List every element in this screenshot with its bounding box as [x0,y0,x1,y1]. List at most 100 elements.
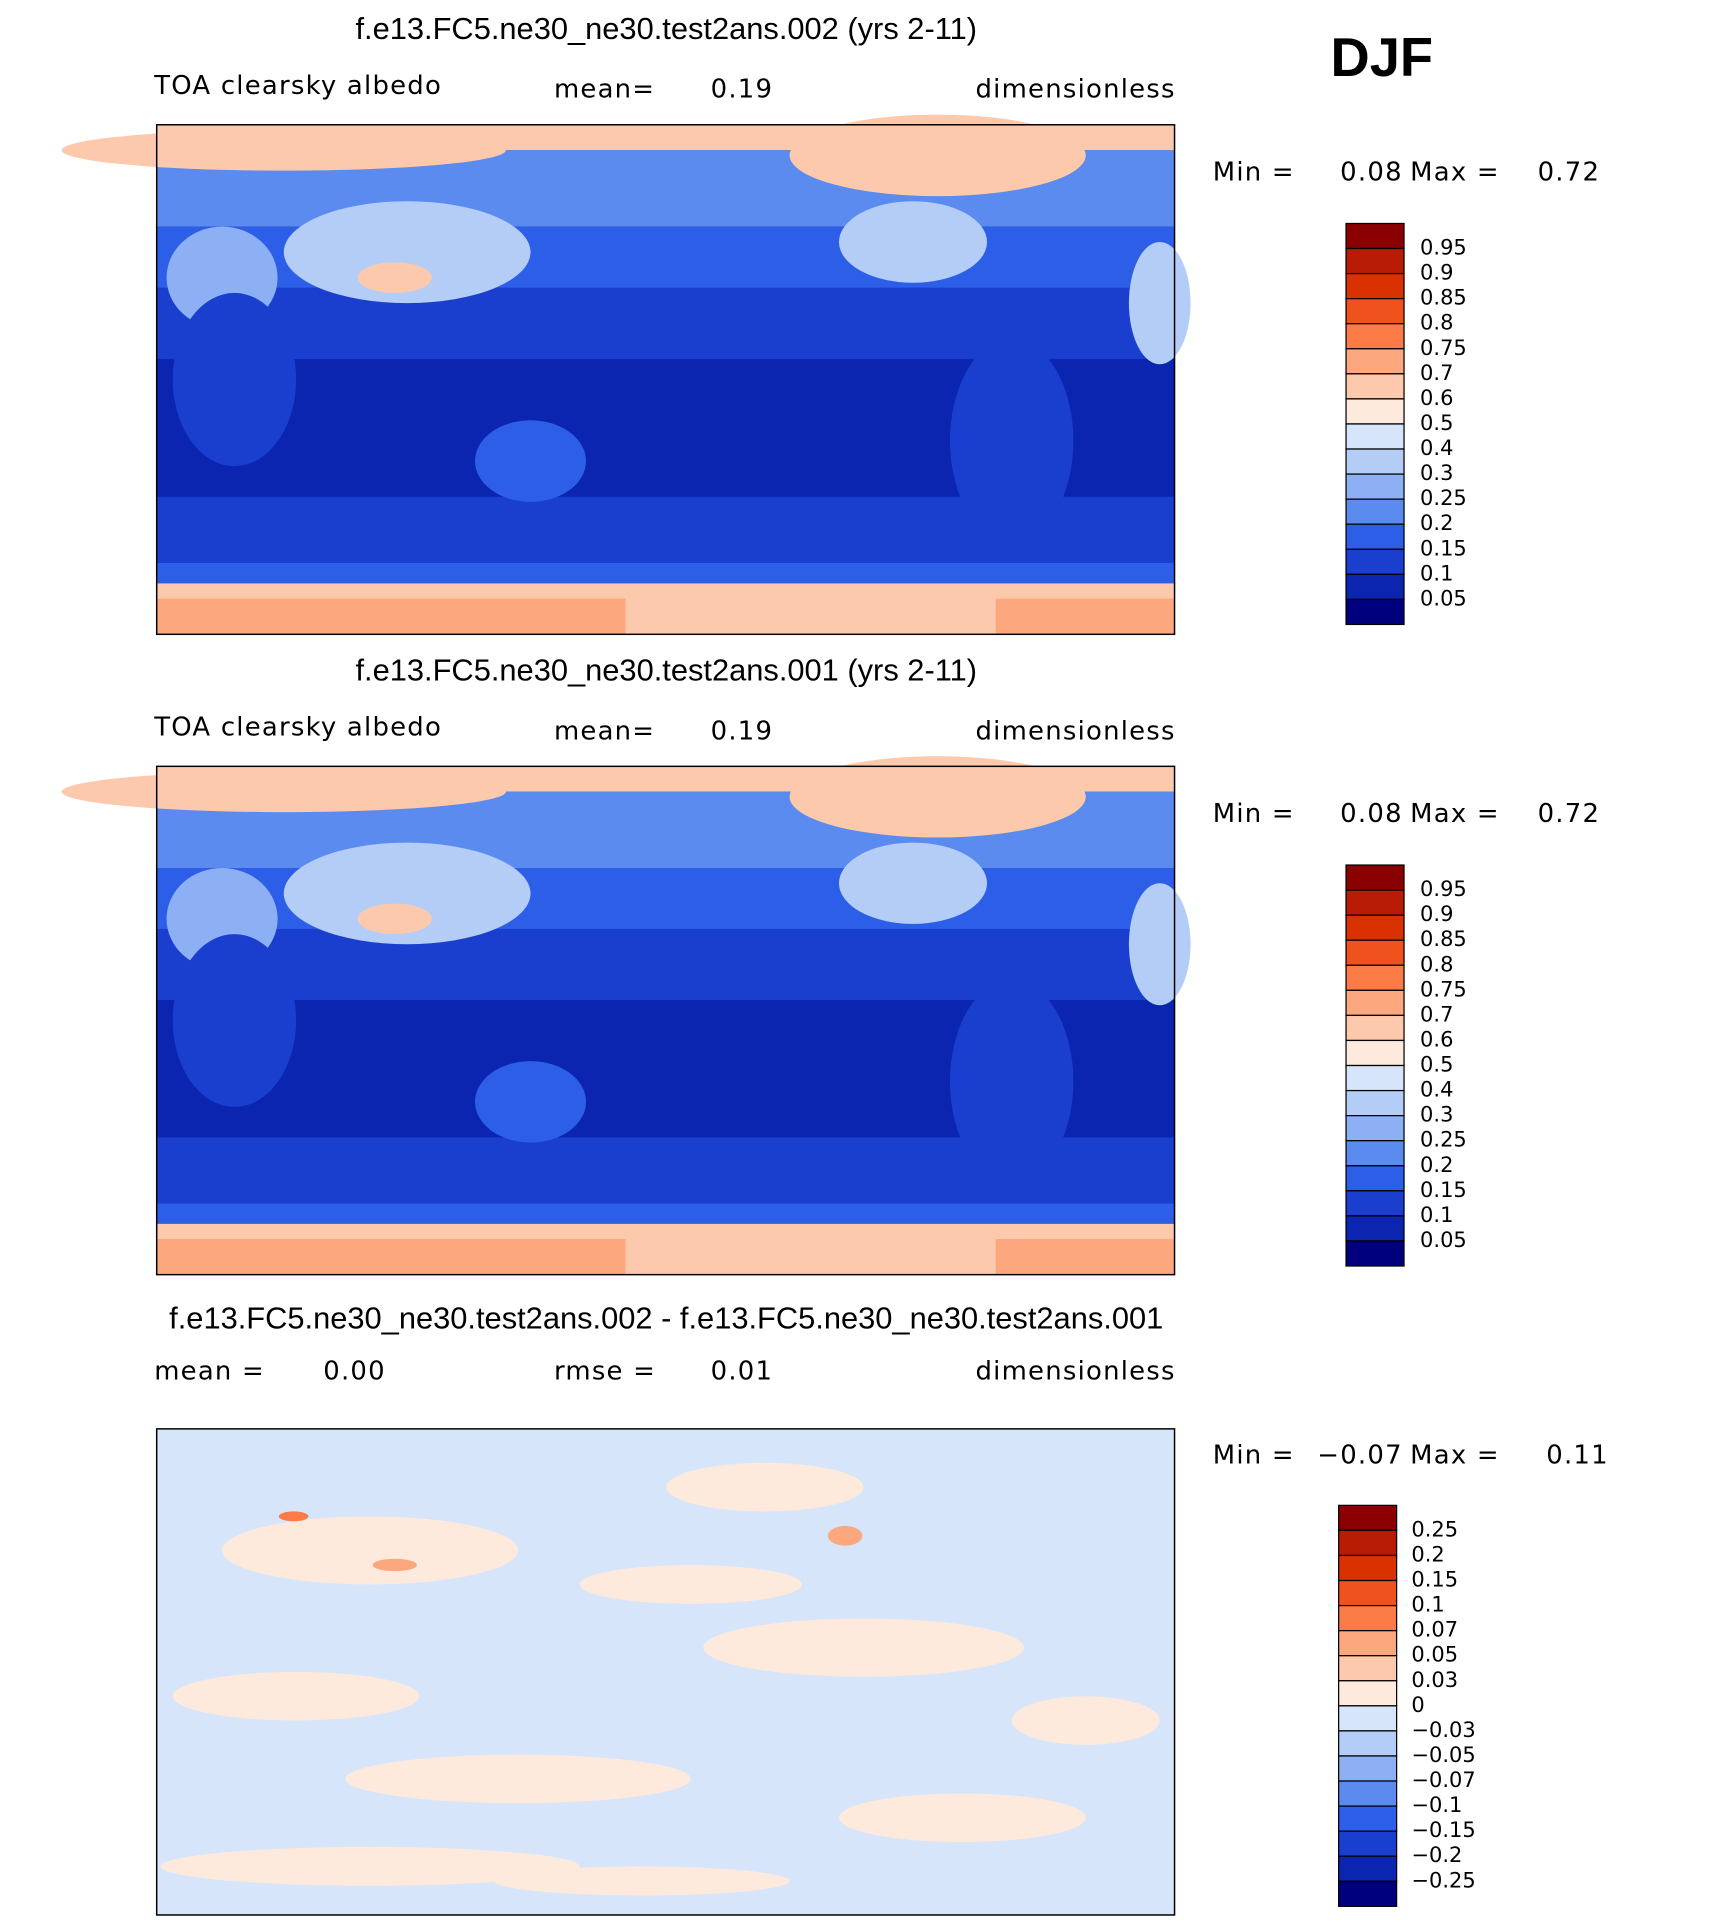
colorbar-label: −0.2 [1411,1843,1462,1867]
colorbar-box [1338,1554,1398,1582]
colorbar-box [1345,398,1405,425]
min-value: 0.08 [1340,157,1403,187]
colorbar-box [1345,864,1405,891]
colorbar-label: 0.1 [1411,1593,1444,1617]
colorbar-box [1345,473,1405,500]
land-field [1128,241,1191,365]
land-field [838,842,988,924]
colorbar-label: 0.95 [1420,236,1467,260]
min-label: Min = [1213,1441,1295,1471]
colorbar-box [1345,298,1405,325]
colorbar-box [1338,1604,1398,1632]
land-field [475,1061,587,1143]
colorbar-box [1345,1190,1405,1217]
colorbar-label: 0.6 [1420,1027,1453,1051]
stat-label: rmse = [554,1357,656,1387]
colorbar-box [1338,1529,1398,1557]
antarctic [995,598,1175,635]
land-field [1011,1696,1160,1745]
land-field [172,292,297,467]
min-value: 0.08 [1340,799,1403,829]
max-value: 0.11 [1546,1441,1609,1471]
land-field [838,1793,1086,1843]
max-value: 0.72 [1538,157,1601,187]
units: dimensionless [976,1357,1176,1387]
colorbar-box [1338,1630,1398,1657]
field-label: mean = [154,1357,265,1387]
stat-label: mean= [554,716,655,746]
land-field [703,1618,1025,1677]
antarctic [995,1239,1175,1275]
land-field [357,903,432,935]
colorbar-box [1345,348,1405,375]
colorbar-label: 0.8 [1420,952,1453,976]
anomaly [278,1511,309,1522]
colorbar-label: 0.75 [1420,336,1467,360]
colorbar-label: 0.07 [1411,1618,1458,1642]
panel-title: f.e13.FC5.ne30_ne30.test2ans.002 - f.e13… [169,1300,1163,1335]
land-field [666,1462,864,1512]
map-frame [155,1428,1176,1916]
colorbar-label: 0.15 [1411,1568,1458,1592]
colorbar-label: 0.3 [1420,461,1453,485]
colorbar-box [1345,222,1405,250]
map-field [156,1428,1175,1915]
colorbar-label: 0.15 [1420,536,1467,560]
colorbar-label: −0.05 [1411,1743,1475,1767]
colorbar-box [1345,1240,1405,1267]
land-field [283,201,531,304]
colorbar-box [1345,1140,1405,1167]
land-field [950,979,1074,1184]
colorbar-box [1345,989,1405,1017]
panel-title: f.e13.FC5.ne30_ne30.test2ans.001 (yrs 2-… [355,653,977,688]
colorbar-label: 0.05 [1420,1228,1467,1252]
field-label: TOA clearsky albedo [153,71,442,101]
colorbar-label: 0.95 [1420,877,1467,901]
map-frame [155,765,1176,1276]
colorbar-label: 0 [1411,1693,1424,1717]
land-field [789,756,1086,838]
land-field [789,114,1086,197]
colorbar-box [1345,1039,1405,1067]
land-field [950,338,1074,543]
units: dimensionless [976,716,1176,746]
colorbar-box [1345,548,1405,575]
colorbar-box [1345,323,1405,350]
colorbar-label: 0.7 [1420,1002,1453,1026]
land-field [345,1754,691,1804]
colorbar-label: 0.85 [1420,927,1467,951]
map-field [61,756,1191,1275]
colorbar-box [1338,1655,1398,1682]
min-label: Min = [1213,799,1295,829]
land-field [475,420,587,502]
colorbar-label: 0.1 [1420,1203,1453,1227]
panel-title: f.e13.FC5.ne30_ne30.test2ans.002 (yrs 2-… [355,11,977,46]
colorbar-box [1345,939,1405,966]
colorbar-label: 0.15 [1420,1178,1467,1202]
field-band [156,1428,1175,1915]
colorbar-box [1338,1705,1398,1732]
colorbar-label: 0.8 [1420,311,1453,335]
map-field [61,114,1191,635]
map-frame [155,124,1176,636]
colorbar-box [1345,1064,1405,1092]
land-field [579,1564,802,1604]
colorbar-label: −0.15 [1411,1818,1475,1842]
colorbar-label: 0.7 [1420,361,1453,385]
colorbar-label: 0.2 [1420,511,1453,535]
season-label: DJF [1331,27,1434,88]
colorbar-box [1338,1579,1398,1607]
colorbar-box [1345,523,1405,550]
colorbar-box [1338,1504,1398,1532]
stat-label: mean= [554,75,655,105]
colorbar-label: −0.03 [1411,1718,1475,1742]
colorbar-label: 0.85 [1420,286,1467,310]
antarctic [156,1239,626,1275]
colorbar-box [1345,598,1405,626]
field-band [156,1203,1175,1224]
max-label: Max = [1410,157,1500,187]
land-field [172,934,297,1107]
colorbar-box [1345,272,1405,300]
